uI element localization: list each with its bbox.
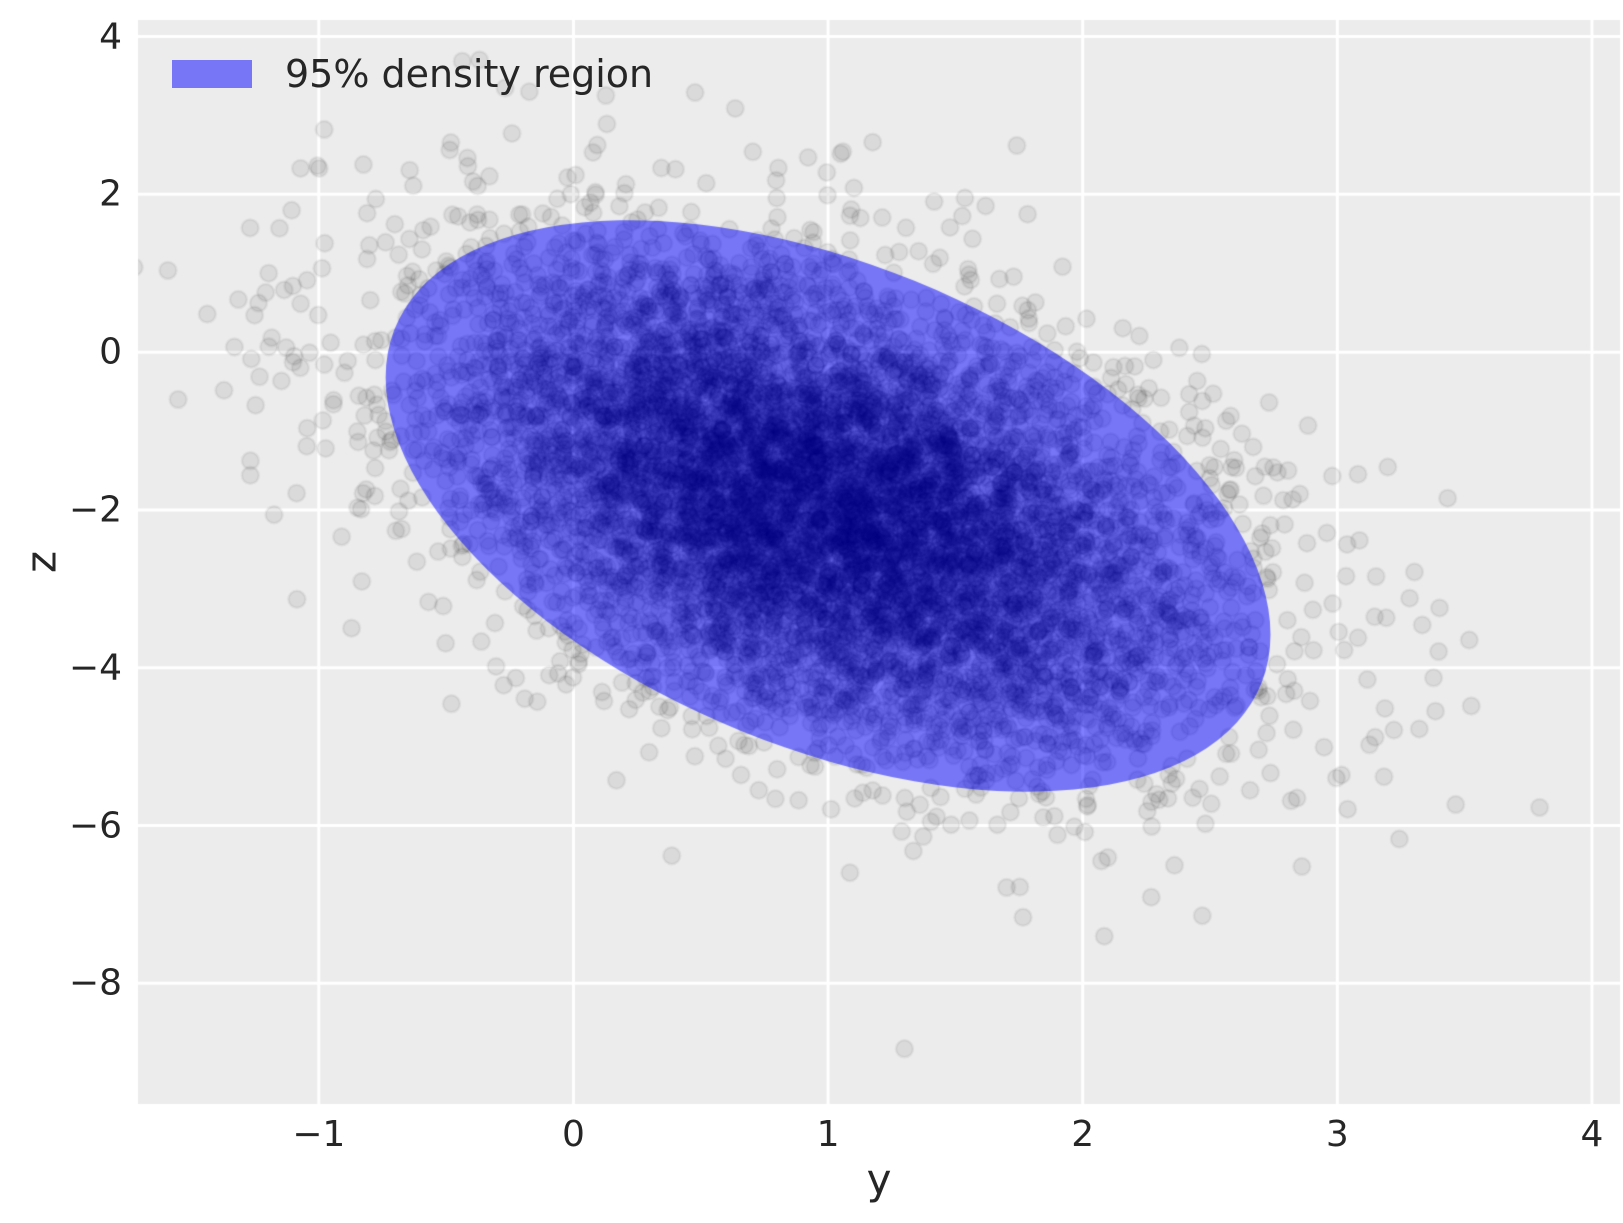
y-axis-label: z — [16, 550, 66, 574]
x-tick-label: 4 — [1580, 1114, 1604, 1155]
x-tick-label: 0 — [561, 1114, 585, 1155]
x-axis-label: y — [866, 1155, 892, 1204]
y-tick-label: −8 — [68, 962, 122, 1004]
y-tick-label: −2 — [68, 489, 122, 531]
legend-label: 95% density region — [285, 52, 654, 96]
y-tick-label: 4 — [99, 16, 122, 58]
x-tick-label: 2 — [1071, 1114, 1095, 1155]
legend-color-swatch — [172, 60, 252, 88]
x-tick-label: 1 — [816, 1114, 840, 1155]
y-tick-label: −6 — [68, 805, 122, 846]
y-tick-label: 0 — [99, 331, 122, 373]
y-tick-label: 2 — [99, 173, 122, 215]
y-tick-label: −4 — [68, 647, 122, 689]
x-tick-label: −1 — [292, 1114, 346, 1155]
x-tick-label: 3 — [1325, 1114, 1349, 1155]
legend: 95% density region — [172, 55, 653, 93]
